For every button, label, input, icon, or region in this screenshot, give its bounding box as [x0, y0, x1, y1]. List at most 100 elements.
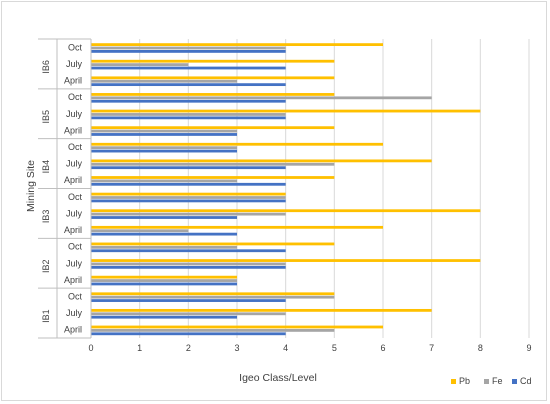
bar	[91, 225, 383, 229]
bar	[91, 232, 237, 236]
bar	[91, 129, 237, 133]
bar	[91, 126, 335, 130]
category-label: July	[66, 159, 83, 169]
bar	[91, 275, 237, 279]
legend-swatch	[451, 379, 456, 384]
category-label: July	[66, 109, 83, 119]
x-tick-label: 6	[380, 343, 385, 353]
bar	[91, 83, 286, 87]
bar	[91, 113, 286, 116]
bar	[91, 149, 237, 153]
category-label: July	[66, 59, 83, 69]
gridlines	[90, 39, 530, 338]
category-label: July	[66, 258, 83, 268]
bar	[91, 116, 286, 120]
bar	[91, 66, 286, 70]
axes: 0 1 2 3 4 5 6 7 8 9 IB1 April July Oct IB2 April July Oct…	[38, 38, 532, 353]
bar	[91, 192, 286, 196]
legend: Pb Fe Cd	[451, 376, 532, 386]
bar	[91, 50, 286, 53]
category-label: April	[64, 325, 82, 335]
bar	[91, 179, 237, 183]
x-tick-label: 8	[478, 343, 483, 353]
bars	[91, 43, 481, 336]
group-label: IB3	[41, 210, 51, 224]
bar	[91, 328, 335, 332]
bar	[91, 96, 432, 100]
legend-swatch	[512, 379, 517, 384]
x-axis-title: Igeo Class/Level	[239, 372, 317, 384]
bar	[91, 332, 286, 336]
bar	[91, 182, 286, 186]
category-label: July	[66, 308, 83, 318]
category-label: April	[64, 275, 82, 285]
x-tick-label: 0	[88, 343, 93, 353]
group-label: IB1	[41, 309, 51, 323]
x-tick-label: 2	[186, 343, 191, 353]
category-label: April	[64, 225, 82, 235]
category-label: Oct	[68, 192, 83, 202]
bar	[91, 76, 335, 80]
bar	[91, 142, 383, 146]
bar	[91, 282, 237, 286]
bar	[91, 295, 335, 299]
bar	[91, 46, 286, 50]
bar	[91, 99, 286, 103]
category-label: July	[66, 208, 83, 218]
bar	[91, 245, 237, 249]
bar	[91, 146, 237, 150]
bar	[91, 176, 335, 179]
bar	[91, 79, 237, 83]
legend-swatch	[484, 379, 489, 384]
bar	[91, 59, 335, 63]
x-tick-label: 1	[137, 343, 142, 353]
bar	[91, 279, 237, 282]
x-tick-label: 5	[332, 343, 337, 353]
bar	[91, 299, 286, 302]
bar	[91, 209, 481, 213]
category-label: Oct	[68, 92, 83, 102]
y-axis-title: Mining Site	[25, 160, 37, 212]
category-label: Oct	[68, 142, 83, 152]
bar	[91, 109, 481, 113]
bar	[91, 325, 383, 329]
bar	[91, 262, 286, 266]
bar	[91, 63, 189, 67]
group-label: IB2	[41, 259, 51, 273]
x-tick-label: 3	[234, 343, 239, 353]
bar	[91, 249, 286, 253]
bar	[91, 308, 432, 312]
bar	[91, 312, 286, 316]
bar	[91, 199, 286, 203]
category-label: Oct	[68, 291, 83, 301]
bar	[91, 212, 286, 216]
bar	[91, 133, 237, 136]
category-label: Oct	[68, 42, 83, 52]
bar	[91, 166, 286, 170]
bar	[91, 229, 189, 233]
bar	[91, 93, 335, 96]
bar	[91, 159, 432, 163]
bar	[91, 162, 335, 166]
bar	[91, 315, 237, 319]
category-label: April	[64, 76, 82, 86]
legend-label: Pb	[459, 376, 470, 386]
bar	[91, 259, 481, 262]
category-label: April	[64, 175, 82, 185]
x-tick-label: 4	[283, 343, 288, 353]
bar	[91, 216, 237, 219]
category-label: April	[64, 125, 82, 135]
bar	[91, 265, 286, 269]
group-label: IB4	[41, 160, 51, 174]
bar	[91, 196, 286, 199]
bar	[91, 242, 335, 246]
category-label: Oct	[68, 242, 83, 252]
group-label: IB6	[41, 60, 51, 74]
legend-label: Cd	[520, 376, 532, 386]
bar	[91, 292, 335, 296]
x-tick-label: 7	[429, 343, 434, 353]
x-tick-label: 9	[526, 343, 531, 353]
group-label: IB5	[41, 110, 51, 124]
